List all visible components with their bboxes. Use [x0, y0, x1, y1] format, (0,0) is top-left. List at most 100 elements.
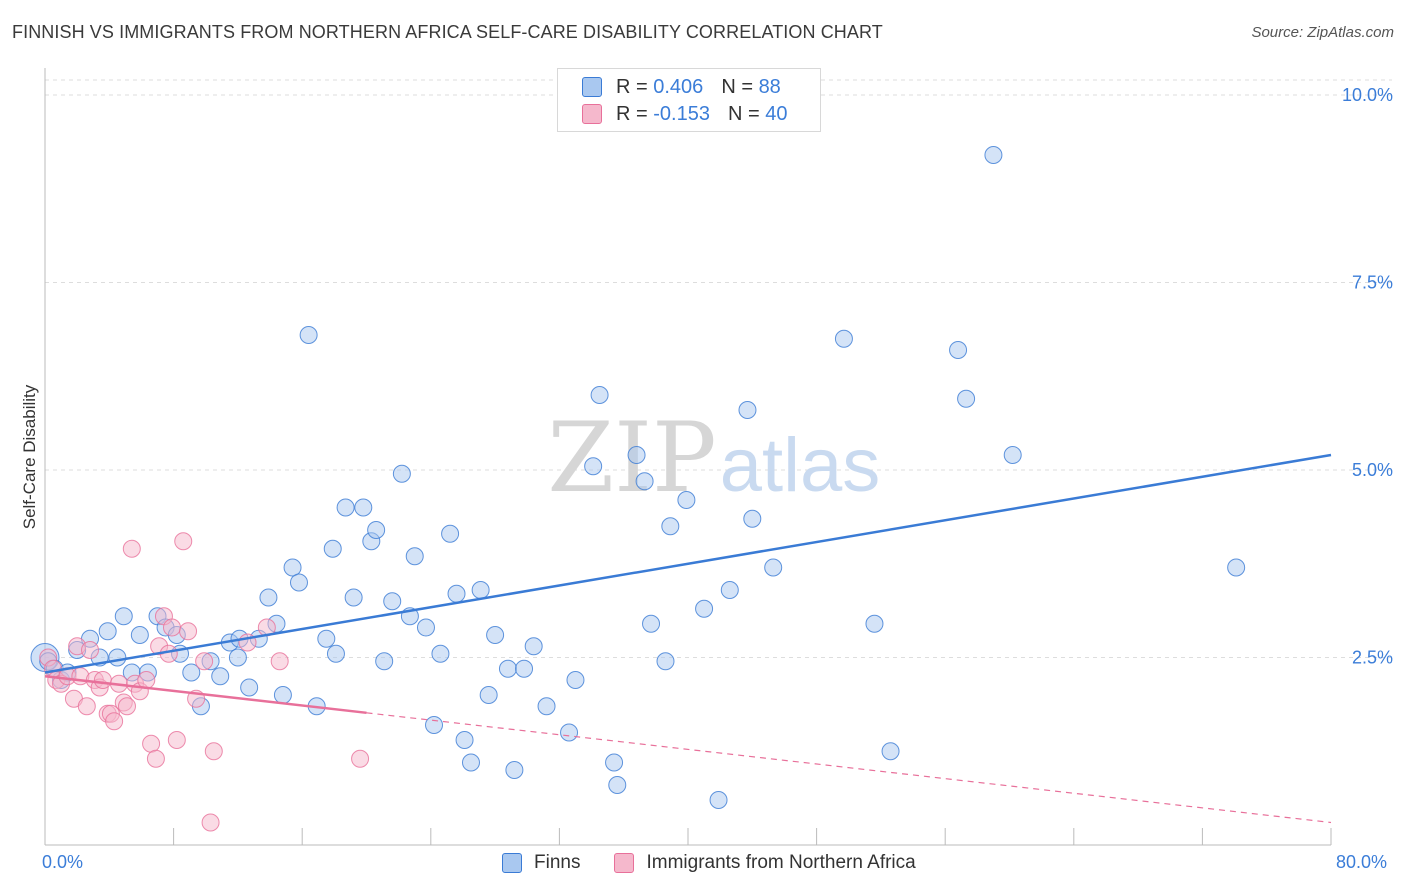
immigrants-r-value: -0.153 [653, 102, 710, 125]
finns-point [537, 697, 556, 716]
immigrants-point [162, 618, 181, 637]
immigrants-point [105, 712, 124, 731]
finns-point [486, 626, 505, 644]
finns-point [130, 626, 149, 644]
finns-point [479, 686, 498, 704]
x-tick-max: 80.0% [1336, 852, 1388, 872]
finns-trend-line [44, 453, 1332, 674]
finns-legend-label: Finns [534, 852, 581, 873]
legend-row-immigrants: R = -0.153 N = 40 [582, 101, 787, 127]
finns-point [709, 791, 728, 809]
immigrants-n-value: 40 [765, 102, 788, 125]
finns-point [336, 498, 355, 517]
finns-point [515, 659, 534, 678]
finns-point [392, 464, 411, 483]
finns-point [642, 614, 661, 633]
finns-point [677, 491, 696, 509]
finns-point [627, 446, 646, 464]
immigrants-point [270, 652, 289, 671]
legend-item-immigrants[interactable]: Immigrants from Northern Africa [614, 852, 916, 874]
finns-point [416, 618, 435, 637]
finns-point [957, 389, 976, 408]
y-tick-labels: 2.5% 5.0% 7.5% 10.0% [1342, 85, 1393, 668]
immigrants-point [195, 652, 214, 671]
finns-r-value: 0.406 [653, 75, 704, 98]
immigrants-legend-label: Immigrants from Northern Africa [646, 852, 916, 873]
finns-point [743, 509, 762, 528]
finns-point [375, 652, 394, 671]
finns-point [98, 622, 117, 641]
immigrants-legend-swatch [614, 853, 635, 873]
immigrants-point [351, 749, 370, 768]
finns-point [738, 401, 757, 419]
finns-point [354, 498, 373, 517]
finns-point [881, 742, 900, 761]
series-legend: Finns Immigrants from Northern Africa [502, 852, 950, 874]
immigrants-point [122, 539, 141, 558]
finns-point [461, 753, 480, 772]
y-tick-label: 10.0% [1342, 85, 1393, 105]
immigrants-point [179, 622, 198, 641]
finns-point [635, 472, 654, 491]
finns-point [1227, 558, 1246, 577]
correlation-legend: R = 0.406 N = 88 R = -0.153 N = 40 [557, 68, 821, 132]
r-label: R = [616, 75, 648, 98]
finns-point [656, 652, 675, 671]
immigrants-point [174, 532, 193, 551]
finns-point [240, 678, 259, 697]
finns-point [661, 517, 680, 536]
finns-point [949, 341, 968, 359]
finns-point [211, 667, 230, 686]
finns-point [441, 524, 460, 543]
finns-point [114, 607, 133, 626]
legend-row-finns: R = 0.406 N = 88 [582, 74, 781, 100]
y-tick-label: 2.5% [1352, 648, 1393, 668]
finns-point [299, 326, 318, 344]
finns-point [590, 386, 609, 404]
immigrants-point [204, 742, 223, 761]
finns-point [182, 663, 201, 682]
finns-point [764, 558, 783, 577]
finns-point [367, 521, 386, 539]
watermark: ZIP atlas [547, 402, 880, 514]
finns-point [326, 644, 345, 663]
finns-point [283, 558, 302, 577]
n-label: N = [727, 102, 760, 125]
finns-n-value: 88 [758, 75, 781, 98]
watermark-atlas: atlas [720, 423, 881, 508]
immigrants-trend-line [44, 675, 367, 715]
grid-lines [45, 79, 1392, 658]
finns-point [608, 776, 627, 794]
legend-item-finns[interactable]: Finns [502, 852, 580, 874]
finns-point [605, 753, 624, 772]
immigrants-point [142, 734, 161, 753]
finns-point [455, 731, 474, 749]
immigrants-point [117, 697, 136, 716]
finns-point [560, 723, 579, 742]
immigrants-point [167, 731, 186, 749]
immigrants-point [201, 813, 220, 832]
finns-point [289, 573, 308, 592]
finns-point [425, 716, 444, 734]
finns-legend-swatch [502, 853, 522, 873]
trend-lines [44, 453, 1332, 824]
finns-point [471, 581, 490, 599]
y-tick-label: 7.5% [1352, 273, 1393, 293]
finns-swatch [582, 77, 602, 97]
finns-point [431, 644, 450, 663]
finns-point [228, 648, 247, 667]
finns-point [695, 599, 714, 618]
finns-point [108, 648, 127, 667]
finns-point [405, 547, 424, 566]
finns-point [984, 146, 1003, 164]
finns-point [317, 629, 336, 648]
finns-point [498, 659, 517, 678]
immigrants-point [81, 641, 100, 659]
immigrants-point [77, 697, 96, 716]
finns-point [383, 592, 402, 611]
finns-point [505, 761, 524, 779]
finns-point [834, 329, 853, 348]
x-tick-min: 0.0% [42, 852, 84, 872]
finns-point [566, 671, 585, 689]
